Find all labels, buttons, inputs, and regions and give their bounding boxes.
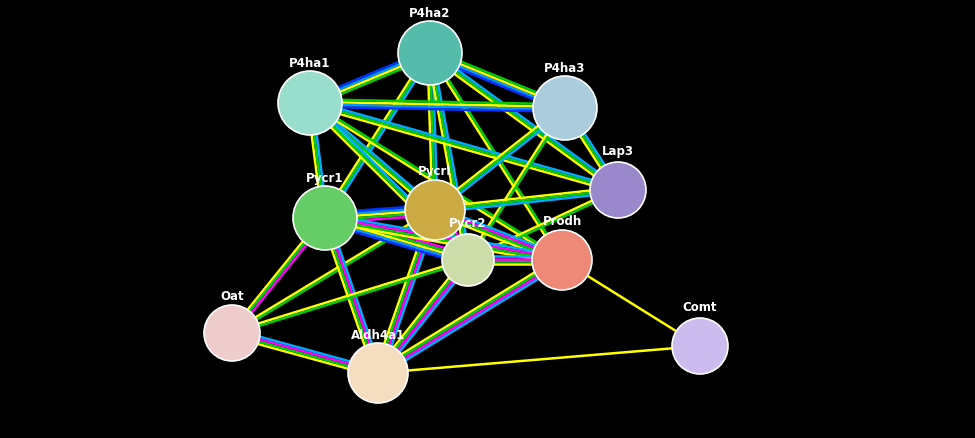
Circle shape (405, 180, 465, 240)
Text: Aldh4a1: Aldh4a1 (351, 329, 406, 342)
Circle shape (278, 71, 342, 135)
Text: Comt: Comt (682, 301, 718, 314)
Text: P4ha1: P4ha1 (290, 57, 331, 70)
Text: Oat: Oat (220, 290, 244, 303)
Circle shape (293, 186, 357, 250)
Text: P4ha3: P4ha3 (544, 62, 586, 75)
Text: Pycr2: Pycr2 (449, 217, 487, 230)
Circle shape (672, 318, 728, 374)
Text: Lap3: Lap3 (602, 145, 634, 158)
Text: Pycr1: Pycr1 (306, 172, 344, 185)
Circle shape (590, 162, 646, 218)
Circle shape (204, 305, 260, 361)
Circle shape (398, 21, 462, 85)
Circle shape (533, 76, 597, 140)
Circle shape (532, 230, 592, 290)
Text: Pycrl: Pycrl (418, 165, 451, 178)
Text: Prodh: Prodh (542, 215, 582, 228)
Circle shape (348, 343, 408, 403)
Text: P4ha2: P4ha2 (410, 7, 450, 20)
Circle shape (442, 234, 494, 286)
